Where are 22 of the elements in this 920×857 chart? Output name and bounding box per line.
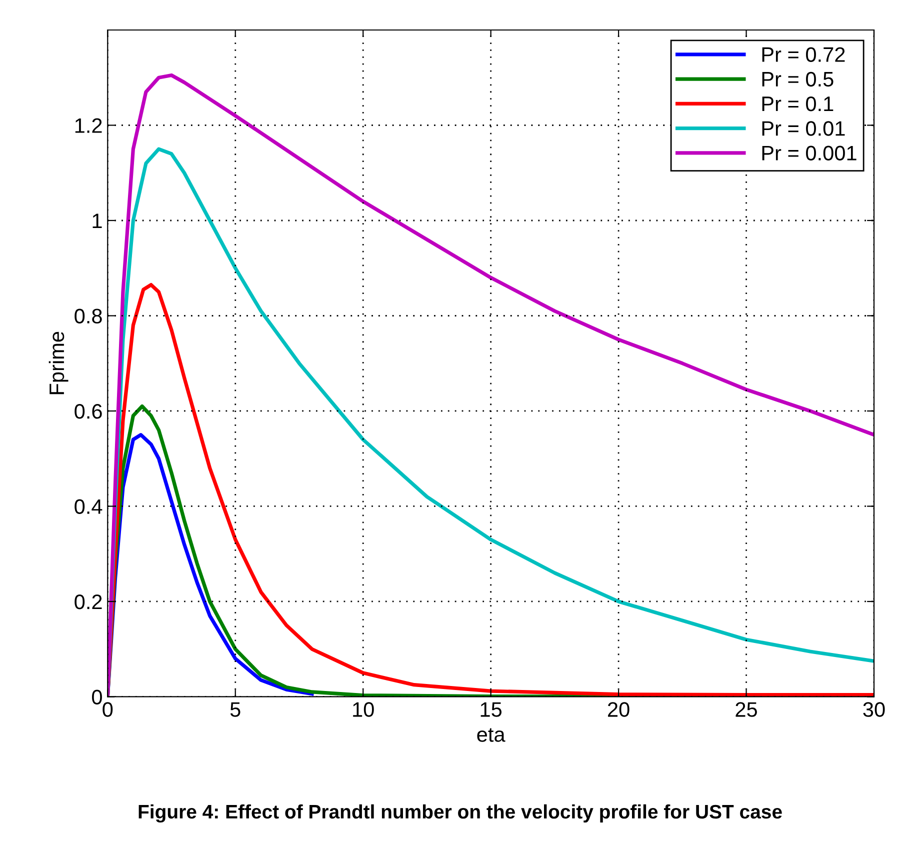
legend-label: Pr = 0.72 [762, 47, 845, 62]
y-tick-label: 0.6 [74, 404, 102, 419]
x-tick-label: 10 [353, 702, 374, 717]
x-tick-label: 5 [230, 702, 240, 717]
x-tick-label: 20 [608, 702, 630, 717]
x-tick-label: 25 [736, 702, 757, 717]
y-tick-label: 0.8 [74, 308, 102, 324]
y-tick-label: 0.2 [74, 594, 102, 610]
x-tick-label: 30 [863, 702, 885, 717]
y-tick-label: 0.4 [74, 499, 102, 514]
y-tick-label: 1.2 [75, 118, 102, 133]
x-axis-title: eta [477, 728, 506, 742]
y-tick-label: 1 [92, 214, 102, 228]
x-tick-label: 0 [102, 702, 113, 717]
legend-label: Pr = 0.1 [762, 96, 834, 112]
y-axis-title: Fprime [48, 332, 68, 394]
legend-label: Pr = 0.01 [762, 121, 845, 136]
legend-label: Pr = 0.001 [762, 146, 856, 160]
x-tick-label: 15 [480, 702, 502, 717]
caption: Figure 4: Effect of Prandtl number on the velocity profile for UST case [138, 804, 782, 823]
y-tick-label: 0 [92, 690, 102, 704]
legend-label: Pr = 0.5 [762, 72, 834, 87]
